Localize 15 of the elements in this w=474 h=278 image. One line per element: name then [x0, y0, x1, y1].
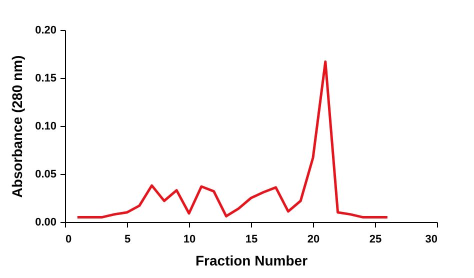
y-tick-label: 0.20	[35, 24, 56, 36]
y-axis-title: Absorbance (280 nm)	[9, 55, 26, 198]
line-series	[76, 60, 389, 218]
x-tick-label: 15	[245, 234, 258, 246]
x-tick-label: 30	[425, 234, 438, 246]
x-tick-label: 20	[307, 234, 320, 246]
x-tick-label: 0	[66, 234, 72, 246]
y-tick-label: 0.10	[35, 120, 56, 132]
x-axis-title: Fraction Number	[195, 252, 308, 268]
x-tick-label: 5	[124, 234, 131, 246]
x-tick-label: 10	[183, 234, 196, 246]
y-tick-label: 0.05	[35, 168, 56, 180]
y-tick-label: 0.00	[35, 216, 56, 228]
y-tick-label: 0.15	[35, 72, 56, 84]
x-tick-label: 25	[369, 234, 382, 246]
